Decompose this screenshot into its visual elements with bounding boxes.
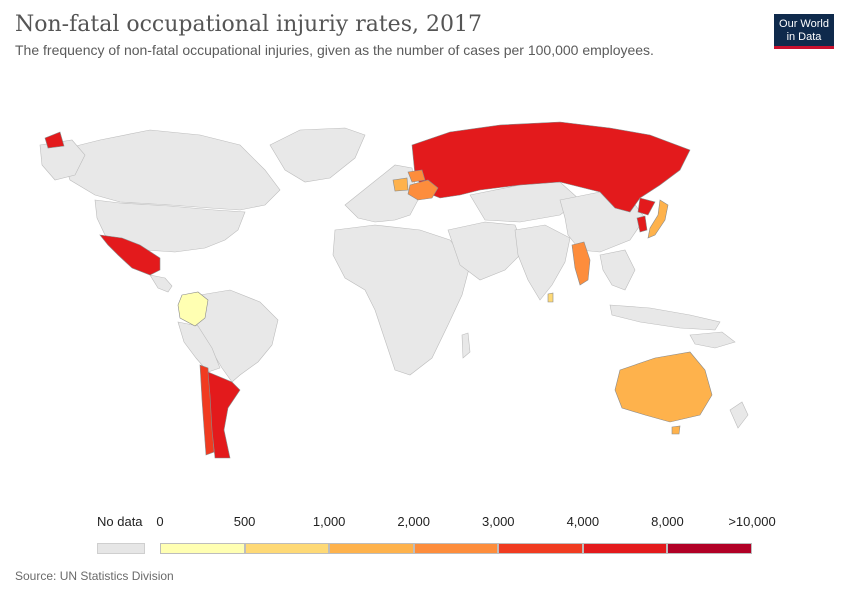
legend-bin-3[interactable]	[329, 543, 414, 554]
country-madagascar[interactable]	[461, 332, 471, 359]
country-tasmania[interactable]	[671, 425, 681, 435]
source-note: Source: UN Statistics Division	[15, 569, 174, 583]
legend-tick-label: 8,000	[651, 514, 684, 529]
legend-no-data-swatch[interactable]	[97, 543, 145, 554]
country-ukraine[interactable]	[407, 179, 439, 201]
country-new-guinea[interactable]	[689, 331, 736, 349]
country-canada[interactable]	[59, 129, 281, 211]
legend-bin-7[interactable]	[667, 543, 752, 554]
country-alaska-us-colored[interactable]	[44, 131, 65, 149]
country-sri-lanka[interactable]	[547, 292, 554, 303]
legend-bin-5[interactable]	[498, 543, 583, 554]
legend-no-data-label: No data	[97, 514, 143, 529]
country-southeast-asia[interactable]	[599, 249, 636, 291]
legend-tick-label: >10,000	[728, 514, 776, 529]
owid-logo[interactable]: Our World in Data	[774, 14, 834, 49]
legend-tick-label: 0	[156, 514, 164, 529]
legend-bin-1[interactable]	[160, 543, 245, 554]
world-map	[39, 121, 749, 459]
country-central-america[interactable]	[149, 274, 173, 293]
legend-tick-label: 1,000	[312, 514, 346, 529]
country-india[interactable]	[514, 224, 571, 301]
country-colombia[interactable]	[177, 291, 209, 327]
country-argentina[interactable]	[207, 371, 241, 459]
data-countries	[44, 121, 713, 459]
legend-bin-2[interactable]	[244, 543, 330, 554]
legend-bin-6[interactable]	[582, 543, 668, 554]
legend-bin-4[interactable]	[413, 543, 499, 554]
country-indonesia[interactable]	[609, 304, 721, 331]
country-mexico[interactable]	[99, 234, 161, 276]
country-australia[interactable]	[614, 351, 713, 423]
country-europe[interactable]	[344, 164, 419, 223]
country-myanmar[interactable]	[571, 241, 591, 286]
country-africa[interactable]	[332, 224, 471, 376]
country-russia[interactable]	[411, 121, 691, 213]
legend-tick-label: 2,000	[397, 514, 430, 529]
legend-tick-label: 500	[233, 514, 256, 529]
country-new-zealand[interactable]	[729, 401, 749, 429]
legend-tick-label: 4,000	[566, 514, 600, 529]
country-middle-east[interactable]	[447, 221, 526, 281]
chart-title: Non-fatal occupational injuriy rates, 20…	[15, 12, 482, 37]
country-alaska[interactable]	[39, 139, 86, 181]
country-greenland[interactable]	[269, 127, 366, 183]
country-belarus[interactable]	[407, 169, 426, 183]
logo-line-2: in Data	[786, 31, 822, 43]
country-korea[interactable]	[636, 215, 648, 233]
country-japan[interactable]	[647, 199, 669, 239]
country-poland[interactable]	[392, 177, 409, 192]
chart-subtitle: The frequency of non-fatal occupational …	[15, 42, 654, 58]
legend-tick-label: 3,000	[482, 514, 515, 529]
logo-line-1: Our World	[779, 18, 829, 30]
country-peru-bolivia[interactable]	[177, 321, 221, 373]
country-russia-far-east[interactable]	[637, 197, 656, 216]
